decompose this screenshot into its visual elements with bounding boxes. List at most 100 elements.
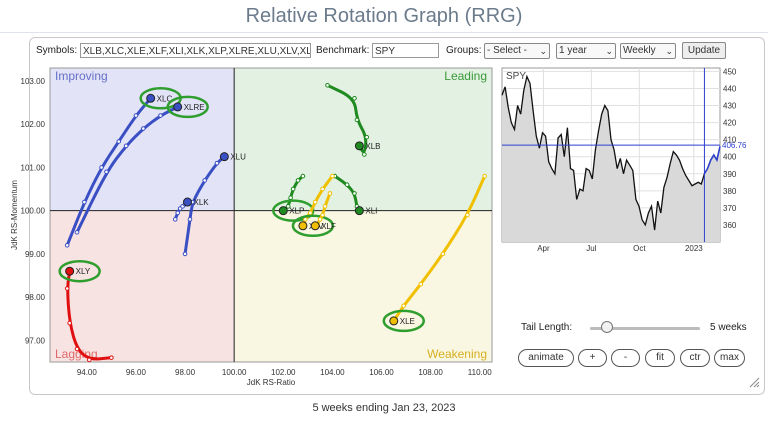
x-tick-label: 104.00 [320,368,345,377]
tail-point [175,210,180,216]
rrg-chart[interactable]: Improving Leading Lagging Weakening 94.0… [0,0,500,400]
tail-point [322,204,328,209]
tail-point [482,173,487,179]
tail-point [109,355,114,360]
y-tick-label: 101.00 [21,163,46,172]
groups-select-value: - Select - [487,45,528,56]
tail-length-slider-track[interactable] [590,327,700,330]
x-tick-label: 106.00 [369,368,394,377]
spy-y-tick-label: 400 [723,153,737,162]
groups-label: Groups: [446,45,482,56]
highlight-ring [291,214,335,238]
y-tick-label: 103.00 [21,77,46,86]
highlight-ring [166,95,209,119]
x-axis-label: JdK RS-Ratio [247,378,296,387]
frequency-select-value: Weekly [623,45,656,56]
spy-price-area [502,76,720,242]
tail-point [158,113,163,118]
head-xlv[interactable] [298,221,308,231]
tail-point [465,212,470,218]
y-tick-label: 98.00 [25,293,46,302]
period-select[interactable]: 1 year ⌄ [556,43,616,59]
symbol-label: XLE [400,317,415,326]
tail-point [123,143,129,149]
head-xlf[interactable] [310,221,320,231]
head-xle[interactable] [389,316,399,326]
symbol-label: XLK [194,198,210,207]
frequency-select[interactable]: Weekly ⌄ [620,43,676,59]
tail-point [317,217,323,222]
spy-y-tick-label: 360 [723,221,737,230]
groups-select[interactable]: - Select - ⌄ [484,43,550,59]
spy-y-tick-label: 380 [723,187,737,196]
head-xly[interactable] [65,266,75,276]
max-button[interactable]: max [714,349,745,367]
benchmark-input[interactable]: SPY [372,43,439,58]
spy-y-tick-label: 390 [723,170,737,179]
quadrant-label-weakening: Weakening [427,347,487,361]
tail-length-value: 5 weeks [710,322,747,333]
tail-xlu [183,155,226,256]
symbols-label: Symbols: [36,45,78,56]
spy-chart[interactable]: SPY 406.76 360 370 380 390 400 410 420 430 440 45… [0,0,768,260]
tail-point [352,191,357,196]
x-tick-label: 94.00 [77,368,98,377]
tail-point [401,303,406,309]
tail-point [202,178,207,183]
tail-point [300,173,306,179]
fit-button[interactable]: fit [645,349,675,367]
y-axis-label: JdK RS-Momentum [10,180,19,250]
animate-button[interactable]: animate [518,349,574,367]
tail-point [354,117,360,123]
footer-caption: 5 weeks ending Jan 23, 2023 [312,402,456,414]
y-tick-label: 97.00 [25,336,46,345]
symbol-label: XLRE [184,103,205,112]
symbols-input[interactable]: XLB,XLC,XLE,XLF,XLI,XLK,XLP,XLRE,XLU,XLV… [80,43,311,58]
zoom-in-button[interactable]: + [578,349,607,367]
tail-point [133,113,139,118]
spy-tail-line [703,146,721,175]
head-xlc[interactable] [146,93,156,103]
update-button[interactable]: Update [682,42,726,59]
x-tick-label: 102.00 [271,368,296,377]
head-xlre[interactable] [173,102,183,112]
tail-point [352,95,357,101]
title-divider [0,32,768,33]
spy-title: SPY [506,71,526,82]
x-axis-ticks: 94.00 96.00 98.00 100.00 102.00 104.00 106.00 1… [77,368,492,377]
tail-point [364,134,370,140]
tail-length-slider-handle[interactable] [600,321,613,333]
zoom-out-button[interactable]: - [611,349,640,367]
spy-y-tick-label: 440 [723,84,737,93]
spy-y-tick-label: 450 [723,67,737,76]
tail-point [172,217,178,222]
head-xlk[interactable] [183,197,193,207]
quadrant-label-improving: Improving [55,69,108,83]
highlight-ring [58,259,101,283]
quadrant-improving [50,68,235,211]
spy-y-tick-label: 430 [723,102,737,111]
x-tick-label: 110.00 [468,368,492,377]
spy-x-tick-label: Oct [633,244,646,253]
x-tick-label: 100.00 [222,368,247,377]
spy-x-ticks: Apr Jul Oct 2023 [537,244,703,253]
center-button[interactable]: ctr [680,349,710,367]
quadrant-weakening [234,210,492,362]
head-xlu[interactable] [219,152,229,162]
tail-point [64,286,70,291]
tail-point [182,251,188,257]
symbol-label: XLF [321,222,336,231]
head-xlb[interactable] [354,141,364,151]
y-tick-label: 102.00 [21,120,46,129]
x-tick-label: 98.00 [175,368,196,377]
resize-grip-icon[interactable] [748,376,760,388]
head-xli[interactable] [354,206,364,216]
spy-price-line [501,74,721,231]
y-tick-label: 99.00 [25,250,46,259]
tail-point [418,281,424,287]
symbol-label: XLP [289,207,304,216]
tail-point [104,169,109,175]
head-xlp[interactable] [278,206,288,216]
tail-point [362,152,367,157]
symbol-label: XLY [76,267,91,276]
